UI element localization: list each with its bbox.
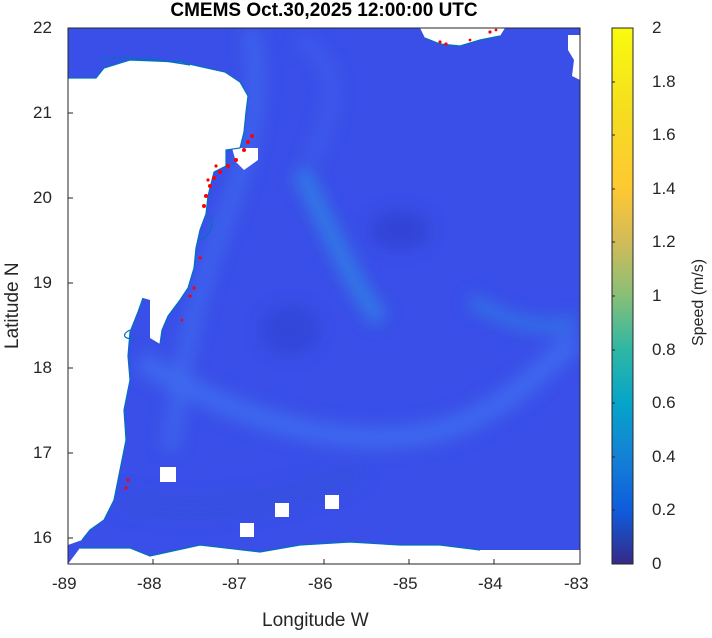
x-tick-label: -85 <box>393 574 418 593</box>
colorbar-tick-label: 1.6 <box>652 125 676 144</box>
tick-marks <box>67 27 581 564</box>
x-tick-label: -89 <box>52 574 77 593</box>
colorbar-tick-label: 0.6 <box>652 393 676 412</box>
x-tick-label: -83 <box>564 574 589 593</box>
colorbar-title: Speed (m/s) <box>690 258 707 346</box>
colorbar-tick-label: 1.4 <box>652 179 676 198</box>
colorbar-tick-label: 0 <box>652 554 662 573</box>
colorbar-tick-label: 0.4 <box>652 447 676 466</box>
colorbar-tick-label: 1.8 <box>652 72 676 91</box>
y-tick-label: 16 <box>33 528 52 547</box>
x-tick-label: -88 <box>137 574 162 593</box>
x-tick-label: -84 <box>478 574 503 593</box>
land <box>68 28 580 564</box>
colorbar-ticks <box>612 27 615 565</box>
colorbar-tick-label: 0.8 <box>652 340 676 359</box>
plot-title: CMEMS Oct.30,2025 12:00:00 UTC <box>170 0 478 21</box>
colorbar <box>611 27 634 565</box>
colorbar-tick-label: 1 <box>652 286 662 305</box>
y-axis-label: Latitude N <box>2 262 23 349</box>
x-tick-label: -86 <box>308 574 333 593</box>
coastline <box>68 35 501 557</box>
y-tick-label: 19 <box>33 273 52 292</box>
x-tick-label: -87 <box>222 574 247 593</box>
current-streaks <box>117 28 580 518</box>
colorbar-tick-label: 2 <box>652 18 662 37</box>
y-tick-label: 22 <box>33 18 52 37</box>
y-tick-label: 20 <box>33 188 52 207</box>
y-tick-label: 18 <box>33 358 52 377</box>
colorbar-tick-label: 0.2 <box>652 500 676 519</box>
x-axis-label: Longitude W <box>262 610 369 631</box>
red-markers <box>124 28 498 490</box>
map-plot-area <box>68 28 580 564</box>
colorbar-tick-label: 1.2 <box>652 232 676 251</box>
y-tick-label: 17 <box>33 443 52 462</box>
y-tick-label: 21 <box>33 103 52 122</box>
